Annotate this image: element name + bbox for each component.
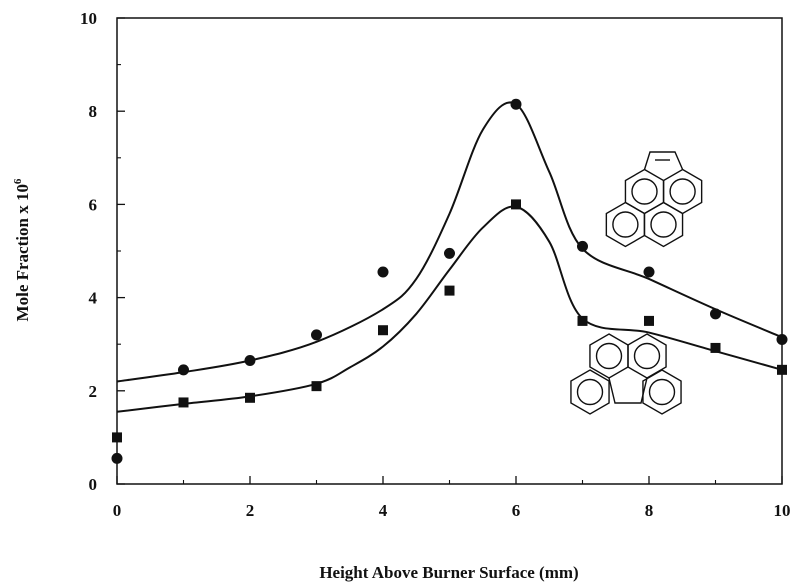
data-points: [111, 98, 788, 464]
circle-point: [178, 364, 189, 376]
y-tick-label: 4: [89, 289, 98, 308]
circle-point: [710, 308, 721, 320]
fitted-curves: [116, 101, 783, 413]
circle-point: [776, 334, 788, 346]
cyclopentapyrene-structure: [605, 151, 703, 248]
y-tick-label: 6: [89, 195, 98, 214]
circle-point: [377, 266, 389, 278]
square-point: [710, 342, 721, 353]
fit-curve-square: [116, 205, 783, 413]
y-axis-label-exponent: 6: [12, 178, 24, 184]
square-point: [178, 397, 189, 408]
axis-ticks: 0 2 4 6 8 10 0 2 4 6 8 10: [80, 9, 791, 520]
y-axis-label-text: Mole Fraction x 10: [13, 184, 32, 321]
square-point: [644, 315, 654, 326]
circle-point: [244, 355, 256, 367]
fit-curve-circle: [116, 101, 783, 383]
x-tick-label: 0: [113, 501, 122, 520]
circle-point: [444, 247, 455, 259]
square-point: [311, 381, 322, 392]
y-tick-label: 8: [89, 102, 98, 121]
x-tick-label: 8: [645, 501, 654, 520]
x-tick-label: 4: [379, 501, 388, 520]
x-tick-label: 2: [246, 501, 255, 520]
square-point: [511, 199, 521, 210]
circle-point: [311, 329, 322, 341]
square-point: [112, 432, 122, 443]
fluoranthene-structure: [570, 333, 682, 415]
circle-point: [577, 240, 588, 252]
y-axis-label: Mole Fraction x 106: [12, 178, 32, 321]
square-point: [245, 392, 255, 403]
square-point: [444, 285, 455, 296]
x-tick-label: 10: [774, 501, 791, 520]
circle-point: [510, 98, 522, 110]
circle-point: [643, 266, 655, 278]
square-point: [577, 315, 588, 326]
square-point: [378, 325, 388, 336]
x-tick-label: 6: [512, 501, 521, 520]
x-axis-label: Height Above Burner Surface (mm): [319, 563, 578, 582]
circle-point: [111, 452, 123, 464]
y-tick-label: 2: [89, 382, 98, 401]
y-tick-label: 10: [80, 9, 97, 28]
square-point: [777, 364, 787, 375]
y-tick-label: 0: [89, 475, 98, 494]
